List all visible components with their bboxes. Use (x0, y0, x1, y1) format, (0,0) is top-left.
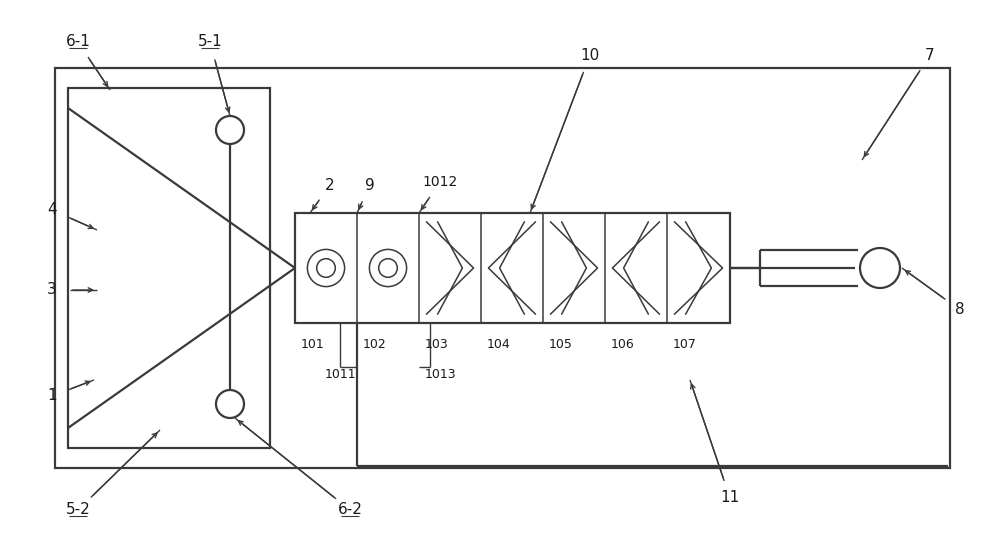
Text: 5-1: 5-1 (198, 34, 222, 49)
Text: 9: 9 (365, 177, 375, 192)
Circle shape (369, 249, 407, 287)
Text: 8: 8 (955, 302, 965, 317)
Text: 102: 102 (363, 339, 387, 352)
Circle shape (216, 116, 244, 144)
Text: 106: 106 (611, 339, 635, 352)
Text: 5-2: 5-2 (66, 503, 90, 517)
Circle shape (317, 259, 335, 277)
Text: 107: 107 (673, 339, 697, 352)
Text: 103: 103 (425, 339, 449, 352)
Text: 1: 1 (47, 389, 57, 404)
Bar (295, 213, 730, 323)
Text: 2: 2 (325, 177, 335, 192)
Text: 11: 11 (720, 490, 740, 505)
Text: 1011: 1011 (324, 369, 356, 382)
Bar (68, 88, 270, 448)
Text: 101: 101 (301, 339, 325, 352)
Text: 6-1: 6-1 (66, 34, 90, 49)
Text: 1013: 1013 (424, 369, 456, 382)
Text: 1012: 1012 (422, 175, 458, 189)
Text: 105: 105 (549, 339, 573, 352)
Text: 6-2: 6-2 (338, 503, 362, 517)
Text: 7: 7 (925, 48, 935, 63)
Circle shape (216, 390, 244, 418)
Text: 3: 3 (47, 282, 57, 297)
Circle shape (860, 248, 900, 288)
Bar (55, 68, 950, 468)
Text: 104: 104 (487, 339, 511, 352)
Text: 10: 10 (580, 48, 600, 63)
Circle shape (379, 259, 397, 277)
Circle shape (307, 249, 345, 287)
Text: 4: 4 (47, 203, 57, 218)
